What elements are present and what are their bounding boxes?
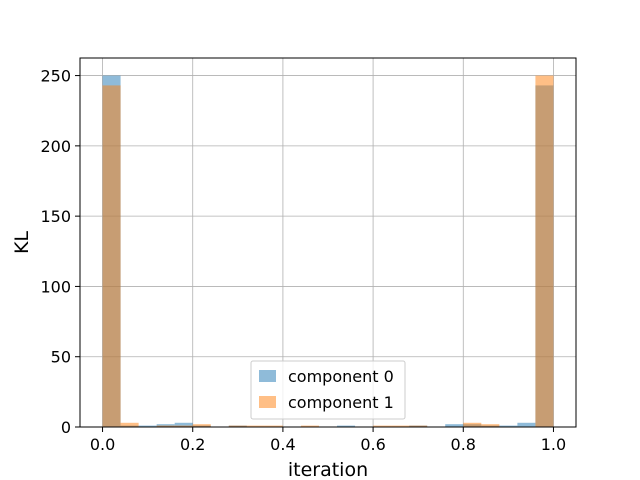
y-tick-label: 150 bbox=[40, 207, 71, 226]
bar-component-0 bbox=[445, 424, 464, 427]
bar-component-1 bbox=[228, 425, 247, 427]
x-tick-label: 0.6 bbox=[360, 435, 385, 454]
y-tick-label: 200 bbox=[40, 137, 71, 156]
bar-component-1 bbox=[246, 425, 265, 427]
x-tick-label: 0.0 bbox=[90, 435, 115, 454]
legend-swatch-component-1 bbox=[259, 396, 276, 408]
bar-component-1 bbox=[192, 424, 211, 427]
bar-component-1 bbox=[174, 425, 193, 427]
y-tick-label: 50 bbox=[51, 348, 71, 367]
y-tick-label: 0 bbox=[61, 418, 71, 437]
bar-component-1 bbox=[300, 425, 319, 427]
y-tick-label: 100 bbox=[40, 277, 71, 296]
bar-component-1 bbox=[535, 75, 554, 428]
x-tick-label: 0.8 bbox=[451, 435, 476, 454]
legend-label-component-0: component 0 bbox=[288, 367, 394, 386]
bar-component-1 bbox=[409, 425, 428, 427]
bar-component-0 bbox=[517, 422, 536, 427]
bar-component-1 bbox=[264, 425, 283, 427]
bar-component-1 bbox=[373, 425, 392, 427]
axis-ticks: 0.0 0.2 0.4 0.6 0.8 1.0 0 50 100 150 200 250 bbox=[40, 67, 566, 454]
bar-component-0 bbox=[174, 422, 193, 427]
x-tick-label: 0.4 bbox=[270, 435, 295, 454]
bar-component-1 bbox=[120, 422, 139, 427]
bar-component-0 bbox=[138, 425, 157, 427]
bar-component-1 bbox=[481, 424, 500, 427]
bar-component-0 bbox=[337, 425, 356, 427]
legend-box bbox=[250, 360, 406, 420]
x-tick-label: 0.2 bbox=[180, 435, 205, 454]
x-tick-label: 1.0 bbox=[541, 435, 566, 454]
histogram-bars bbox=[102, 75, 554, 428]
bar-component-1 bbox=[391, 425, 410, 427]
grid-lines bbox=[80, 58, 576, 428]
bar-component-1 bbox=[156, 425, 175, 427]
plot-frame bbox=[79, 57, 577, 428]
legend-label-component-1: component 1 bbox=[288, 393, 394, 412]
x-axis-label: iteration bbox=[288, 459, 368, 480]
legend: component 0 component 1 bbox=[250, 360, 406, 420]
y-tick-label: 250 bbox=[40, 67, 71, 86]
bar-component-0 bbox=[499, 425, 518, 427]
bar-component-1 bbox=[102, 85, 121, 427]
bar-component-1 bbox=[463, 422, 482, 427]
y-axis-label: KL bbox=[11, 231, 33, 254]
legend-swatch-component-0 bbox=[259, 370, 276, 382]
